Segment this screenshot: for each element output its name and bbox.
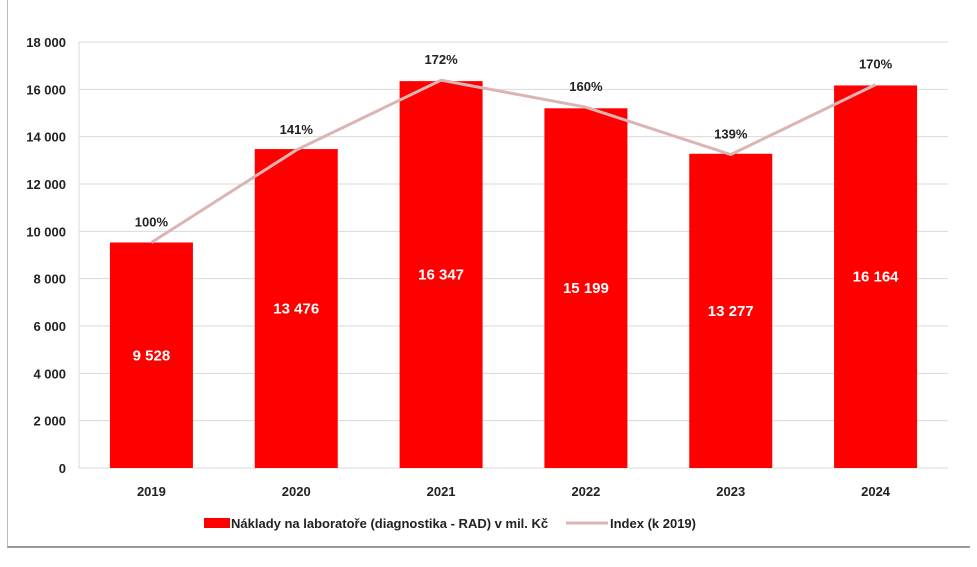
index-label: 100%	[135, 215, 169, 230]
index-line	[150, 78, 877, 244]
index-label: 141%	[280, 122, 314, 137]
bar	[399, 81, 483, 468]
legend-label-bar: Náklady na laboratoře (diagnostika - RAD…	[231, 516, 548, 531]
x-tick-label: 2023	[716, 484, 745, 499]
y-tick-label: 4 000	[33, 366, 66, 381]
x-tick-label: 2021	[427, 484, 456, 499]
y-tick-label: 8 000	[33, 272, 66, 287]
legend-swatch-bar	[204, 518, 230, 528]
bar	[689, 153, 773, 469]
x-tick-label: 2022	[571, 484, 600, 499]
y-tick-label: 0	[59, 461, 66, 476]
x-tick-label: 2019	[137, 484, 166, 499]
bar	[834, 85, 918, 469]
y-tick-label: 12 000	[26, 177, 66, 192]
y-tick-label: 16 000	[26, 82, 66, 97]
index-label: 160%	[569, 79, 603, 94]
x-tick-label: 2024	[861, 484, 891, 499]
bar-value-label: 13 476	[273, 301, 319, 318]
chart-frame	[7, 0, 970, 548]
y-tick-label: 6 000	[33, 319, 66, 334]
bar-value-label: 13 277	[708, 303, 754, 320]
bar-value-label: 9 528	[133, 347, 171, 364]
bar-value-label: 16 164	[853, 269, 900, 286]
bar	[109, 242, 193, 468]
bar-value-label: 16 347	[418, 267, 464, 284]
bar	[254, 149, 338, 468]
index-label: 139%	[714, 127, 748, 142]
y-tick-label: 14 000	[26, 130, 66, 145]
bar-value-label: 15 199	[563, 280, 609, 297]
index-label: 170%	[859, 57, 893, 72]
bar	[544, 108, 628, 468]
index-label: 172%	[424, 52, 458, 67]
y-tick-label: 10 000	[26, 224, 66, 239]
y-tick-label: 2 000	[33, 414, 66, 429]
x-tick-label: 2020	[282, 484, 311, 499]
legend-label-line: Index (k 2019)	[610, 516, 696, 531]
y-tick-label: 18 000	[26, 35, 66, 50]
